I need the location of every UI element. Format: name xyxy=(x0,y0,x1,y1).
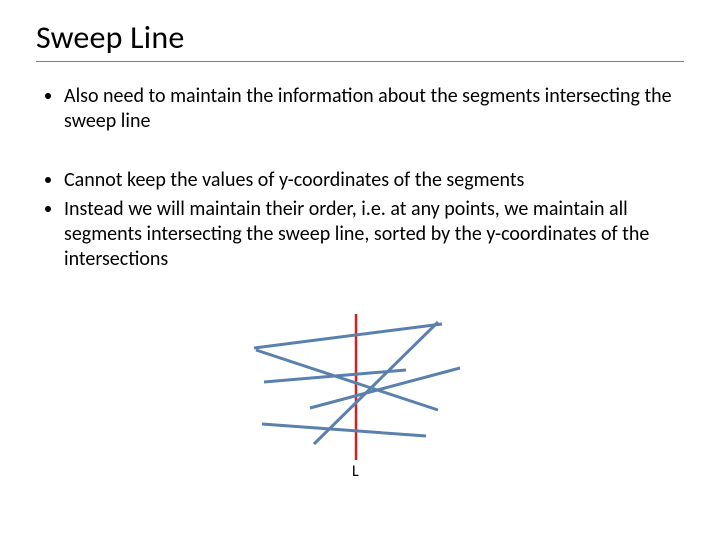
segment-line xyxy=(262,424,426,436)
bullet-item: Cannot keep the values of y-coordinates … xyxy=(64,168,684,193)
bullet-item: Instead we will maintain their order, i.… xyxy=(64,197,684,272)
diagram-svg xyxy=(250,312,470,492)
sweep-line-diagram: L xyxy=(250,312,470,492)
bullet-spacer xyxy=(64,138,684,164)
slide: Sweep Line Also need to maintain the inf… xyxy=(0,0,720,540)
segment-line xyxy=(314,322,438,444)
bullet-list: Also need to maintain the information ab… xyxy=(36,84,684,272)
bullet-item: Also need to maintain the information ab… xyxy=(64,84,684,134)
sweep-line-label: L xyxy=(352,462,359,481)
slide-title: Sweep Line xyxy=(36,18,684,62)
